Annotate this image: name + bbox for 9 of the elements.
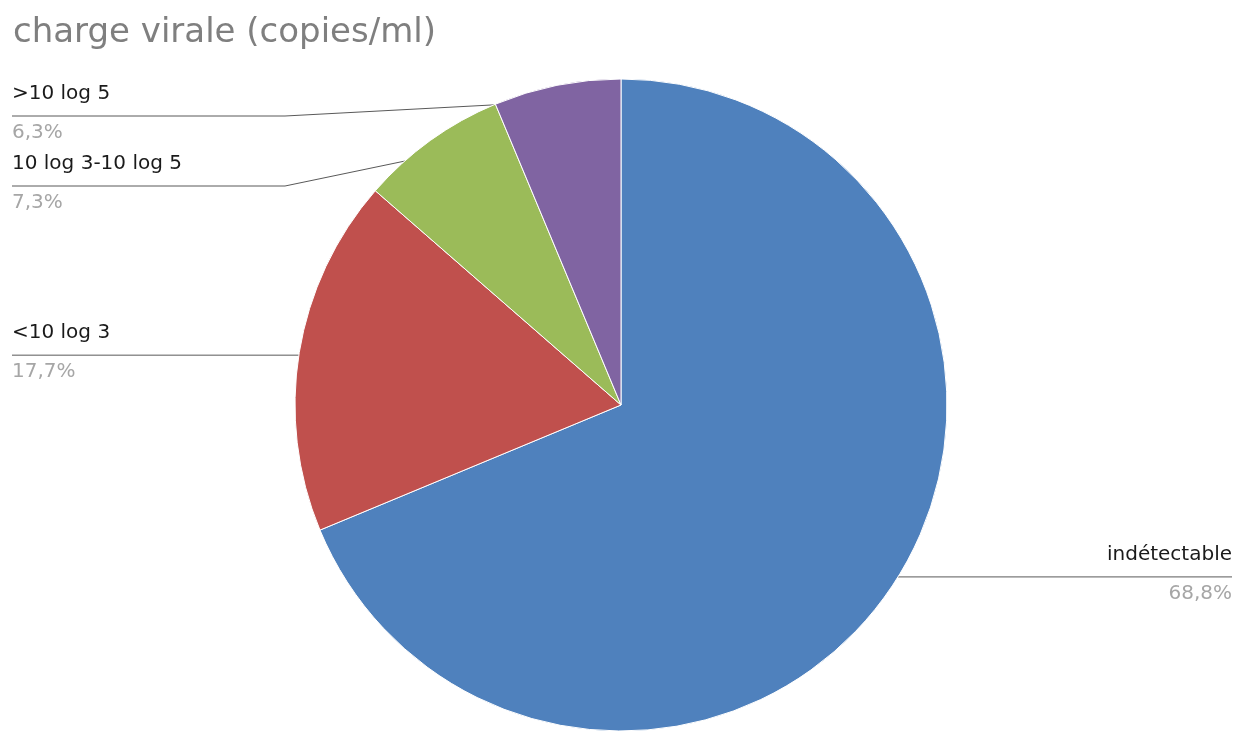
slice-label: <10 log 3 (12, 319, 111, 344)
slice-label: >10 log 5 (12, 80, 111, 104)
data-label: 7,3% (12, 189, 63, 213)
chart-title: charge virale (copies/ml) (13, 10, 437, 50)
data-label: 17,7% (12, 358, 76, 383)
slice-label: indétectable (1106, 540, 1232, 565)
data-label: 68,8% (1168, 579, 1232, 604)
slice-label: 10 log 3-10 log 5 (12, 150, 182, 174)
data-label: 6,3% (12, 119, 63, 143)
